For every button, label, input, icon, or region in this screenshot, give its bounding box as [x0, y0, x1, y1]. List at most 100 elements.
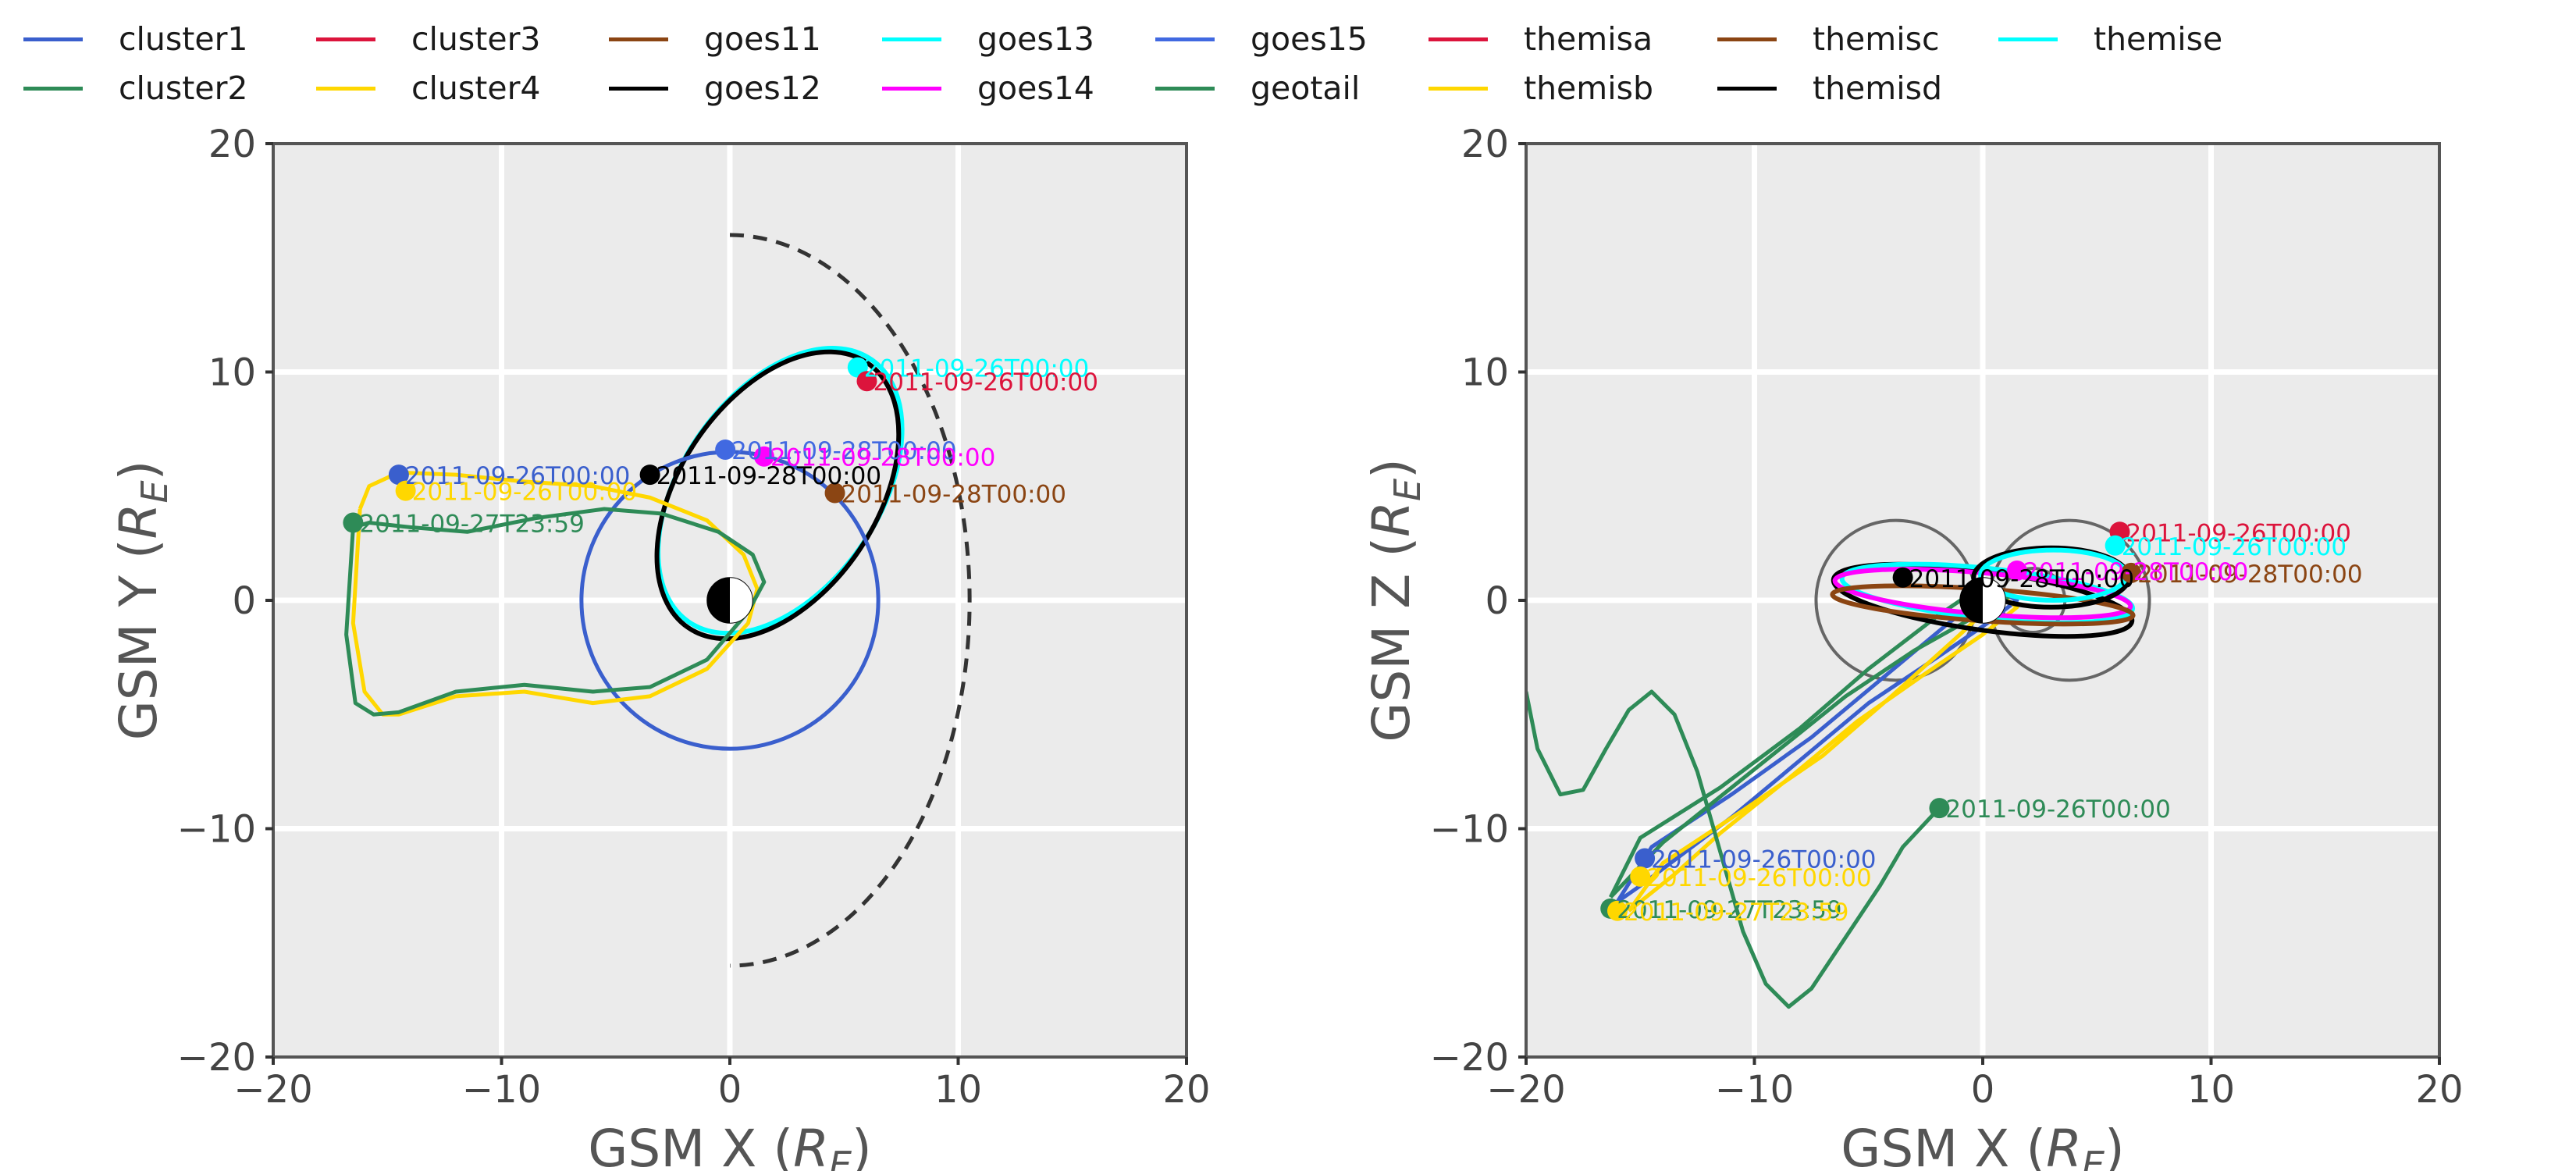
legend-item-themisb: themisb	[1429, 65, 1653, 112]
legend-label: cluster1	[119, 20, 248, 58]
legend-label: cluster3	[411, 20, 541, 58]
marker-label-goes12: 2011-09-28T00:00	[1909, 565, 2134, 593]
legend-swatch	[1429, 86, 1488, 91]
marker-label-goes12: 2011-09-28T00:00	[656, 462, 881, 490]
legend-item-cluster2: cluster2	[23, 65, 248, 112]
marker-label-cluster4: 2011-09-26T00:00	[1646, 864, 1871, 892]
legend-item-themisa: themisa	[1429, 16, 1653, 62]
marker-goes14	[753, 446, 774, 467]
legend-swatch	[1717, 37, 1777, 41]
y-tick-label: −20	[177, 1036, 256, 1080]
chart-legend: cluster1 cluster2 cluster3 cluster4 goes11 go…	[23, 16, 2222, 117]
legend-item-geotail: geotail	[1155, 65, 1360, 112]
marker-label-geotail: 2011-09-26T00:00	[1945, 795, 2170, 824]
marker-label-goes11: 2011-09-28T00:00	[841, 481, 1066, 509]
legend-swatch	[316, 86, 375, 91]
legend-item-cluster1: cluster1	[23, 16, 248, 62]
y-tick-label: 0	[232, 579, 256, 623]
y-tick-label: −10	[177, 808, 256, 852]
marker-label-cluster2: 2011-09-27T23:59	[359, 511, 584, 539]
legend-swatch	[1998, 37, 2058, 41]
earth-nightside	[706, 577, 730, 624]
marker-label-themisa: 2011-09-26T00:00	[873, 368, 1098, 397]
legend-label: geotail	[1251, 69, 1361, 107]
marker-label-goes14: 2011-09-28T00:00	[2023, 558, 2248, 586]
plot-content	[343, 233, 972, 968]
legend-swatch	[882, 86, 941, 91]
legend-swatch	[882, 37, 941, 41]
legend-swatch	[1155, 86, 1215, 91]
marker-cluster1	[1635, 848, 1656, 869]
legend-item-goes14: goes14	[882, 65, 1094, 112]
legend-label: goes15	[1251, 20, 1368, 58]
legend-label: cluster4	[411, 69, 541, 107]
marker-themise	[2105, 535, 2126, 556]
x-tick-label: 0	[718, 1068, 742, 1112]
legend-item-themisc: themisc	[1717, 16, 1940, 62]
marker-cluster4	[395, 480, 416, 501]
legend-swatch	[23, 37, 83, 41]
marker-label-cluster4: 2011-09-26T00:00	[412, 479, 637, 507]
y-tick-label: 0	[1485, 579, 1509, 623]
legend-swatch	[609, 86, 668, 91]
legend-item-themise: themise	[1998, 16, 2222, 62]
legend-swatch	[1155, 37, 1215, 41]
x-tick-label: −10	[1715, 1068, 1794, 1112]
marker-label-goes15: 2011-09-28T00:00	[731, 437, 956, 465]
marker-label-cluster2: 2011-09-27T23:59	[1617, 896, 1841, 924]
legend-label: themise	[2094, 20, 2223, 58]
marker-label-goes11: 2011-09-28T00:00	[2137, 561, 2362, 589]
marker-geotail	[1929, 798, 1950, 819]
plot-content	[1526, 518, 2151, 1009]
x-tick-label: 20	[1162, 1068, 1210, 1112]
y-tick-label: −20	[1430, 1036, 1509, 1080]
legend-label: themisa	[1524, 20, 1653, 58]
orbit-cluster4	[1627, 593, 2019, 913]
legend-item-goes11: goes11	[609, 16, 821, 62]
marker-label-goes13: 2011-09-26T00:00	[864, 355, 1089, 383]
y-tick-label: 20	[1461, 123, 1509, 166]
legend-item-themisd: themisd	[1717, 65, 1942, 112]
x-tick-label: −20	[233, 1068, 312, 1112]
x-tick-label: 10	[2187, 1068, 2235, 1112]
legend-swatch	[1717, 86, 1777, 91]
earth-nightside	[1959, 577, 1983, 624]
legend-swatch	[1429, 37, 1488, 41]
marker-cluster1	[388, 464, 409, 486]
legend-label: goes11	[704, 20, 821, 58]
y-tick-label: 20	[208, 123, 256, 166]
marker-cluster2	[343, 512, 364, 533]
marker-label-themise: 2011-09-26T00:00	[2122, 533, 2347, 561]
marker-label-goes14: 2011-09-28T00:00	[770, 444, 995, 472]
legend-swatch	[609, 37, 668, 41]
marker-goes15	[715, 439, 736, 460]
magnetopause-boundary	[729, 233, 972, 968]
legend-label: goes12	[704, 69, 821, 107]
marker-cluster4	[1630, 866, 1651, 887]
y-axis-label: GSM Z (RE)	[1361, 458, 1429, 742]
marker-label-cluster4: 2011-09-27T23:59	[1624, 899, 1848, 927]
x-tick-label: 20	[2415, 1068, 2463, 1112]
marker-goes11	[824, 482, 845, 504]
marker-themisa	[856, 371, 877, 392]
legend-item-goes12: goes12	[609, 65, 821, 112]
marker-cluster4	[1607, 900, 1628, 921]
x-tick-label: −10	[462, 1068, 541, 1112]
legend-swatch	[23, 86, 83, 91]
marker-label-cluster1: 2011-09-26T00:00	[405, 462, 630, 490]
legend-item-cluster3: cluster3	[316, 16, 541, 62]
marker-goes12	[639, 464, 660, 486]
x-axis-label: GSM X (RE)	[1841, 1119, 2125, 1171]
legend-label: themisb	[1524, 69, 1654, 107]
y-tick-label: 10	[208, 351, 256, 395]
marker-label-themisa: 2011-09-26T00:00	[2126, 519, 2351, 547]
legend-label: cluster2	[119, 69, 248, 107]
legend-item-cluster4: cluster4	[316, 65, 541, 112]
marker-label-cluster1: 2011-09-26T00:00	[1651, 846, 1876, 874]
orbit-goes12	[654, 349, 902, 642]
legend-label: goes13	[977, 20, 1094, 58]
legend-label: themisc	[1813, 20, 1940, 58]
y-tick-label: 10	[1461, 351, 1509, 395]
x-tick-label: −20	[1486, 1068, 1565, 1112]
left-panel-gsm-xy: 2011-09-26T00:002011-09-26T00:002011-09-…	[109, 123, 1211, 1171]
